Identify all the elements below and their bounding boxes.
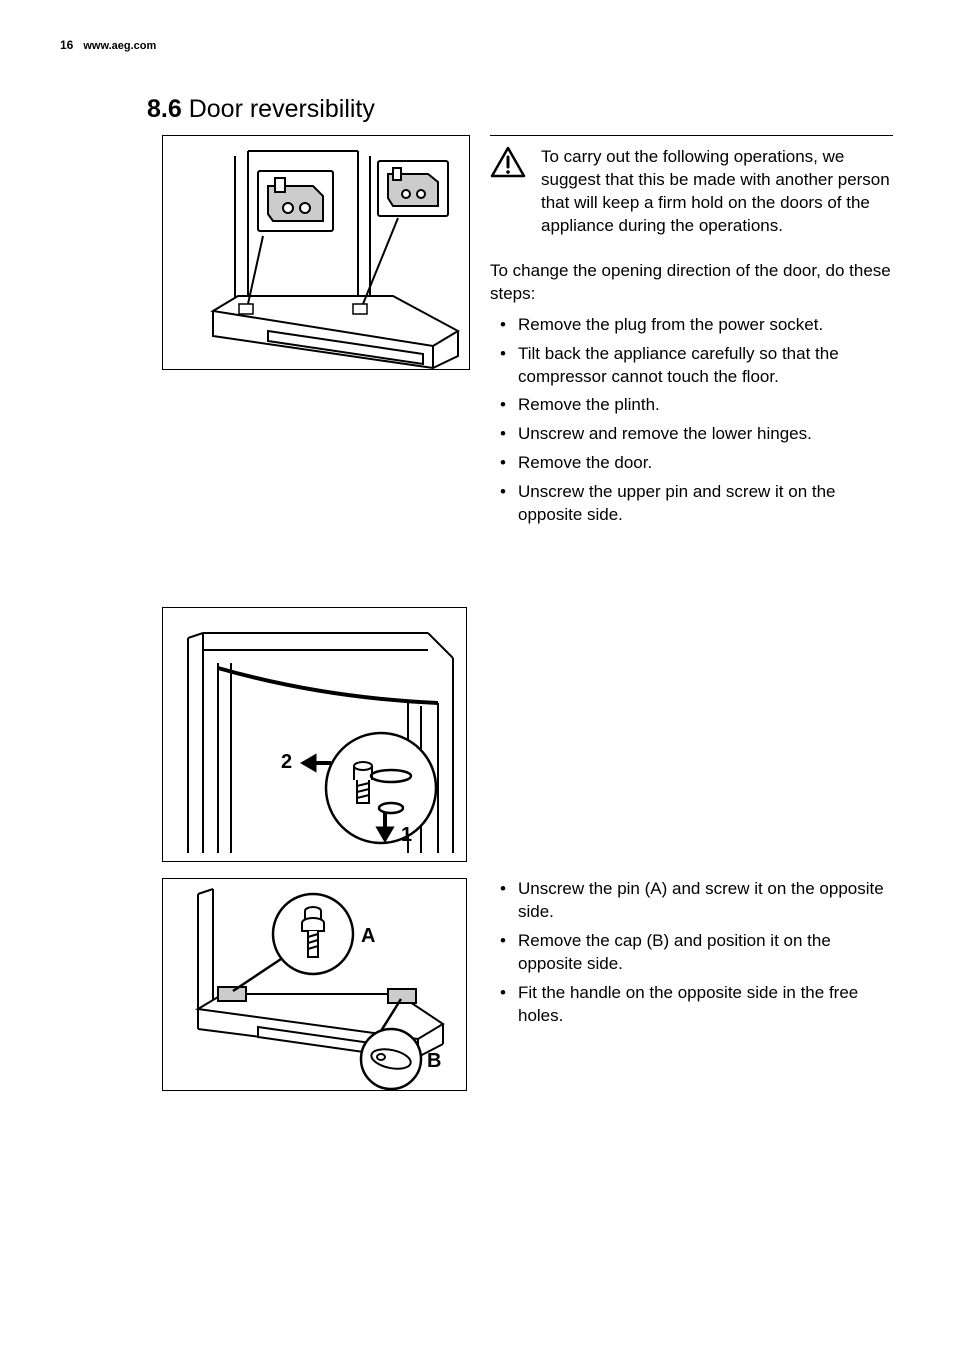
figure2-label-2: 2 bbox=[281, 751, 292, 773]
warning-text: To carry out the following operations, w… bbox=[541, 146, 893, 238]
step-item: Unscrew and remove the lower hinges. bbox=[490, 423, 893, 446]
site-url: www.aeg.com bbox=[83, 40, 156, 52]
step-item: Remove the cap (B) and position it on th… bbox=[490, 930, 893, 976]
figure3-label-b: B bbox=[427, 1050, 441, 1072]
figure-upper-pin: 2 1 bbox=[162, 607, 467, 862]
right-column-1: To carry out the following operations, w… bbox=[490, 135, 893, 533]
figure-hinges bbox=[162, 135, 470, 370]
step-item: Tilt back the appliance carefully so tha… bbox=[490, 343, 893, 389]
section-title: 8.6 Door reversibility bbox=[147, 95, 375, 124]
section-number: 8.6 bbox=[147, 95, 182, 123]
figure-pin-cap: A B bbox=[162, 878, 467, 1091]
step-item: Fit the handle on the opposite side in t… bbox=[490, 982, 893, 1028]
step-item: Remove the plinth. bbox=[490, 394, 893, 417]
step-item: Unscrew the upper pin and screw it on th… bbox=[490, 481, 893, 527]
step-item: Remove the plug from the power socket. bbox=[490, 314, 893, 337]
right-column-2: Unscrew the pin (A) and screw it on the … bbox=[490, 878, 893, 1034]
intro-text: To change the opening direction of the d… bbox=[490, 260, 893, 306]
step-item: Unscrew the pin (A) and screw it on the … bbox=[490, 878, 893, 924]
steps-list-2: Unscrew the pin (A) and screw it on the … bbox=[490, 878, 893, 1028]
section-title-text: Door reversibility bbox=[189, 95, 375, 123]
warning-box: To carry out the following operations, w… bbox=[490, 146, 893, 238]
step-item: Remove the door. bbox=[490, 452, 893, 475]
figure2-label-1: 1 bbox=[401, 824, 412, 846]
page-number: 16 bbox=[60, 38, 73, 52]
steps-list-1: Remove the plug from the power socket. T… bbox=[490, 314, 893, 528]
figure3-label-a: A bbox=[361, 925, 375, 947]
page-header: 16 www.aeg.com bbox=[60, 38, 156, 52]
warning-icon bbox=[490, 146, 526, 178]
